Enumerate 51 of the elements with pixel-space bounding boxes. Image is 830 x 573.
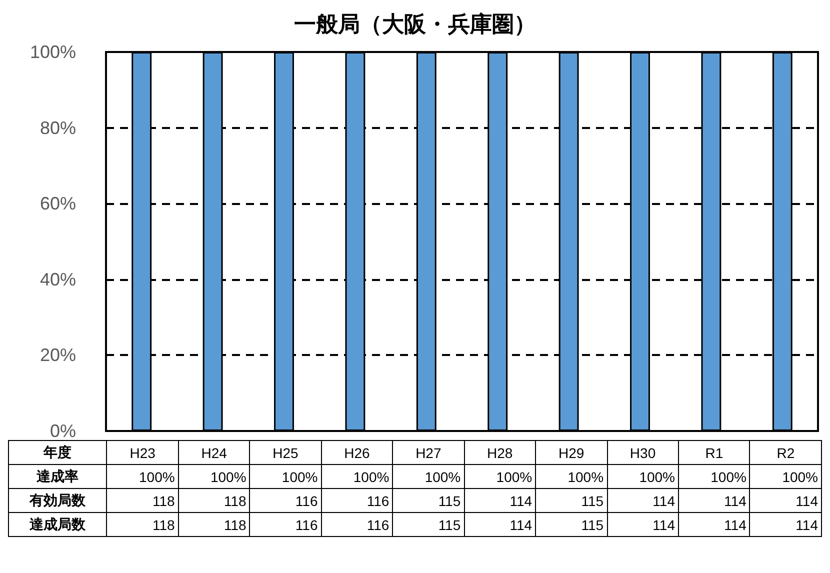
text: 115 [536,488,608,512]
text: 114 [750,488,822,512]
x-tick-label: R1 [678,440,750,464]
data-label: 100% [536,464,608,488]
y-tick-label: 60% [40,194,76,214]
text: 114 [464,512,536,536]
text: 114 [750,512,822,536]
text: 118 [106,512,178,536]
y-tick-label: 80% [40,118,76,138]
text: 114 [678,512,750,536]
y-tick-label: 40% [40,269,76,290]
y-axis-title: 達成率 [8,464,107,488]
text: 有効局数 [8,488,107,512]
text: 114 [607,488,678,512]
data-label: 100% [607,464,678,488]
data-label: 100% [678,464,750,488]
x-tick-label: H28 [464,440,536,464]
y-tick-label: 100% [30,42,76,62]
x-tick-label: H30 [607,440,678,464]
chart-title: 一般局（大阪・兵庫圏） [294,12,536,36]
text: 116 [250,488,322,512]
text: 118 [178,488,250,512]
x-tick-label: H24 [178,440,250,464]
data-label: 100% [750,464,822,488]
x-tick-label: H27 [392,440,464,464]
text: 達成局数 [8,512,107,536]
text: 118 [106,488,178,512]
x-axis-title: 年度 [8,440,107,464]
text: 115 [536,512,608,536]
x-tick-label: H25 [250,440,322,464]
text: 116 [321,512,393,536]
data-label: 100% [321,464,393,488]
data-label: 100% [464,464,536,488]
text: 114 [464,488,536,512]
text: 114 [678,488,750,512]
data-label: 100% [106,464,178,488]
data-label: 100% [392,464,464,488]
x-tick-label: H23 [106,440,178,464]
y-tick-label: 20% [40,345,76,366]
text: 114 [607,512,678,536]
text: 116 [250,512,322,536]
data-label: 100% [250,464,322,488]
x-tick-label: R2 [750,440,822,464]
text: 118 [178,512,250,536]
y-tick-label: 0% [50,421,76,441]
data-label: 100% [178,464,250,488]
text: 116 [321,488,393,512]
x-tick-label: H29 [536,440,608,464]
x-tick-label: H26 [321,440,393,464]
text: 115 [392,488,464,512]
text: 115 [392,512,464,536]
